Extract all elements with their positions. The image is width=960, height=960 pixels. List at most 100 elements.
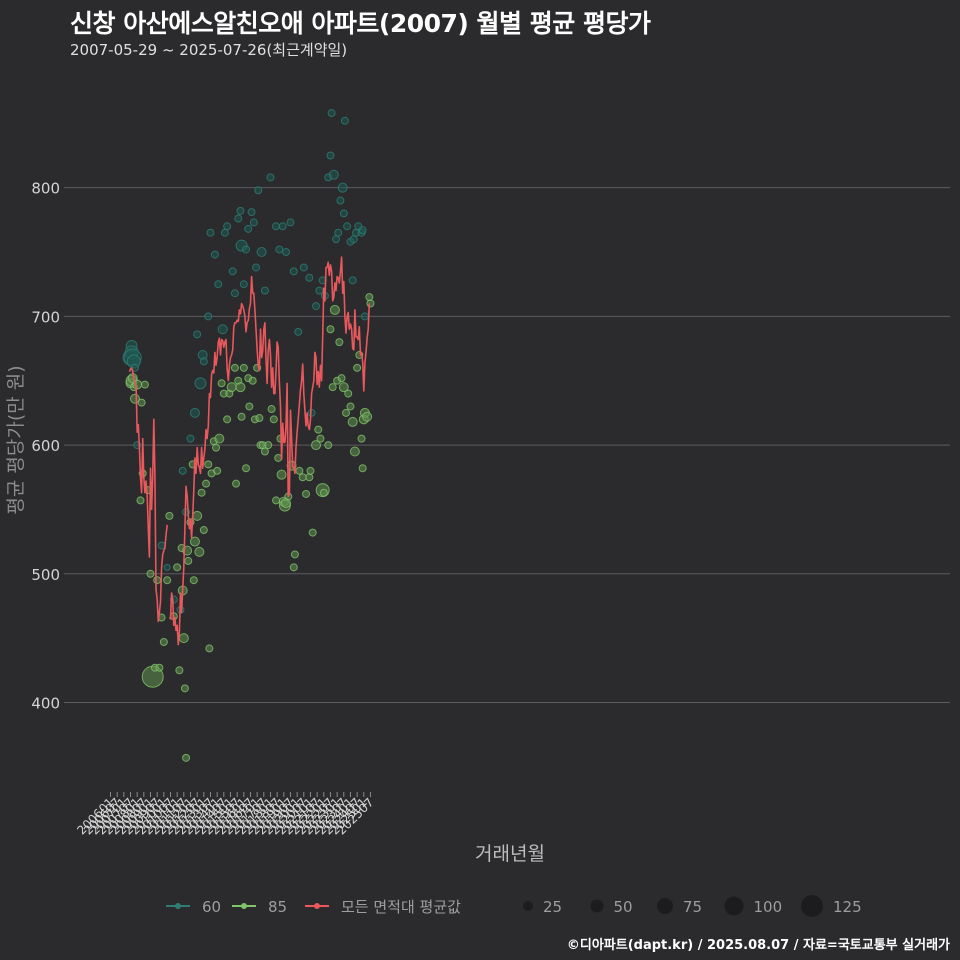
data-point [180, 684, 189, 693]
y-tick-label: 700 [31, 308, 60, 326]
data-point [239, 363, 248, 372]
data-point [247, 208, 256, 217]
data-point [153, 576, 162, 585]
data-point [329, 304, 340, 315]
data-point [146, 569, 155, 578]
data-point [249, 218, 258, 227]
data-point [299, 263, 308, 272]
data-point [223, 222, 232, 231]
data-point [165, 511, 174, 520]
data-point [212, 443, 221, 452]
data-point [214, 433, 225, 444]
data-point [267, 405, 276, 414]
legend-size-label: 50 [614, 898, 633, 916]
data-point [252, 263, 261, 272]
data-point [327, 109, 336, 118]
data-point [269, 415, 278, 424]
data-point [236, 206, 245, 215]
legend-key-point [241, 903, 247, 909]
data-point [136, 496, 145, 505]
data-point [199, 526, 208, 535]
data-point [192, 510, 203, 521]
data-point [347, 416, 358, 427]
data-point [254, 186, 263, 195]
data-point [223, 415, 232, 424]
data-point [242, 245, 251, 254]
data-point [286, 218, 295, 227]
data-point [244, 224, 253, 233]
data-point [266, 173, 275, 182]
data-point [178, 633, 189, 644]
data-point [326, 325, 335, 334]
data-point [205, 644, 214, 653]
data-point [255, 414, 264, 423]
data-point [272, 496, 281, 505]
data-point [182, 753, 191, 762]
data-point [308, 528, 317, 537]
data-point [305, 473, 314, 482]
y-axis-label: 평균 평당가(만 원) [5, 365, 27, 514]
grid-lines [64, 187, 950, 703]
data-point [175, 666, 184, 675]
data-point [316, 434, 325, 443]
data-point [193, 330, 202, 339]
data-point [214, 280, 223, 289]
data-point [357, 434, 366, 443]
data-point [194, 546, 205, 557]
data-point [319, 488, 328, 497]
data-point [159, 637, 168, 646]
data-point [245, 402, 254, 411]
legend-key-point [175, 903, 181, 909]
data-point [346, 402, 355, 411]
data-point [274, 453, 283, 462]
data-point [305, 273, 314, 282]
legend-size-key [657, 898, 673, 914]
data-point [239, 280, 248, 289]
data-point [237, 412, 246, 421]
chart-subtitle: 2007-05-29 ~ 2025-07-26(최근계약일) [70, 41, 348, 59]
series-average-line [128, 256, 371, 646]
data-point [213, 466, 222, 475]
data-point [248, 376, 257, 385]
legend-size-label: 100 [754, 898, 783, 916]
data-point [256, 247, 267, 258]
data-point [343, 222, 352, 231]
data-point [302, 489, 311, 498]
data-point [217, 324, 228, 335]
y-tick-label: 800 [31, 180, 60, 198]
data-point [242, 464, 251, 473]
data-point [206, 228, 215, 237]
data-point [349, 446, 360, 457]
data-point [282, 248, 291, 257]
data-point [338, 382, 349, 393]
legend-size-label: 125 [833, 898, 862, 916]
data-point [194, 377, 207, 390]
data-point [199, 357, 208, 366]
data-point [342, 408, 351, 417]
data-point [230, 289, 239, 298]
data-point [311, 440, 322, 451]
data-point [157, 541, 166, 550]
data-point [334, 228, 343, 237]
data-point [226, 382, 237, 393]
data-point [326, 151, 335, 160]
average-line-segment [128, 367, 168, 623]
series-60-points [122, 109, 369, 614]
data-point [337, 182, 348, 193]
data-point [362, 411, 373, 422]
source-credit: ©디아파트(dapt.kr) / 2025.08.07 / 자료=국토교통부 실… [566, 938, 950, 953]
data-point [202, 479, 211, 488]
data-point [204, 460, 213, 469]
data-point [235, 382, 246, 393]
legend-size-key [590, 899, 604, 913]
data-point [163, 563, 171, 571]
data-point [189, 407, 200, 418]
data-point [358, 464, 367, 473]
y-tick-label: 400 [31, 694, 60, 712]
data-point [337, 374, 346, 383]
data-point [324, 441, 333, 450]
data-point [298, 473, 307, 482]
y-tick-label: 600 [31, 437, 60, 455]
x-axis-label: 거래년월 [475, 843, 545, 865]
